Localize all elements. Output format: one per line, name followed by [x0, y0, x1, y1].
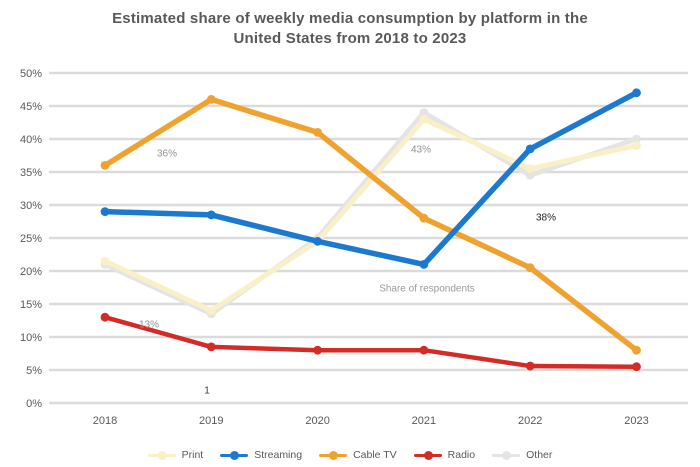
- series-point: [100, 207, 110, 217]
- legend-item-radio[interactable]: Radio: [413, 449, 476, 461]
- x-axis-category-label: 2019: [199, 415, 223, 427]
- legend-label: Print: [181, 449, 204, 461]
- series-point: [632, 345, 641, 355]
- legend-label: Other: [526, 449, 553, 461]
- y-axis-tick-label: 10%: [20, 332, 42, 344]
- series-point: [632, 88, 641, 98]
- series-point: [313, 127, 322, 137]
- chart-annotation: 38%: [535, 212, 557, 224]
- series-point: [206, 210, 216, 220]
- legend-line-marker-icon: [147, 450, 176, 460]
- chart-title-line1: Estimated share of weekly media consumpt…: [112, 10, 588, 27]
- series-point: [419, 213, 429, 223]
- legend-item-cable-tv[interactable]: Cable TV: [319, 449, 397, 461]
- series-point: [525, 361, 535, 371]
- series-point: [206, 95, 216, 104]
- y-axis-tick-label: 5%: [26, 365, 42, 377]
- y-axis-tick-label: 20%: [20, 266, 42, 278]
- series-point: [525, 263, 535, 273]
- legend-line-marker-icon: [319, 450, 348, 460]
- legend-label: Streaming: [254, 449, 303, 461]
- chart-annotation: 36%: [156, 148, 178, 160]
- legend-label: Cable TV: [353, 449, 397, 461]
- series-point: [313, 345, 322, 355]
- series-point: [525, 164, 535, 174]
- legend-item-other[interactable]: Other: [492, 449, 552, 461]
- chart-annotation: 43%: [410, 144, 432, 156]
- chart-title: Estimated share of weekly media consumpt…: [0, 9, 700, 49]
- x-axis-category-label: 2022: [518, 415, 542, 427]
- y-axis-tick-label: 45%: [20, 101, 42, 113]
- series-point: [525, 170, 535, 180]
- x-axis-category-label: 2021: [412, 415, 436, 427]
- x-axis-category-label: 2018: [93, 415, 117, 427]
- series-point: [100, 256, 110, 266]
- y-axis-tick-label: 35%: [20, 167, 42, 179]
- series-point: [525, 144, 535, 154]
- y-axis-tick-label: 40%: [20, 134, 42, 146]
- series-point: [206, 342, 216, 352]
- series-point: [632, 141, 641, 151]
- x-axis-category-label: 2023: [624, 415, 648, 427]
- y-axis-tick-label: 50%: [20, 68, 42, 80]
- series-line-cable-tv: [102, 96, 640, 353]
- y-axis-tick-label: 15%: [20, 299, 42, 311]
- legend-line-marker-icon: [413, 450, 442, 460]
- legend-item-print[interactable]: Print: [147, 449, 204, 461]
- series-point: [206, 306, 216, 315]
- series-point: [313, 236, 322, 246]
- chart-annotation: Share of respondents: [379, 283, 475, 295]
- series-point: [632, 362, 641, 372]
- legend-line-marker-icon: [220, 450, 249, 460]
- chart-title-line2: United States from 2018 to 2023: [233, 30, 467, 47]
- series-point: [100, 312, 110, 322]
- y-axis-tick-label: 30%: [20, 200, 42, 212]
- chart-legend: Print Streaming Cable TV Radio Other: [0, 449, 700, 461]
- x-axis-category-label: 2020: [305, 415, 329, 427]
- series-point: [419, 114, 429, 124]
- series-point: [419, 108, 429, 117]
- series-point: [632, 134, 641, 144]
- series-point: [100, 161, 110, 170]
- chart-annotation: 1: [204, 385, 210, 397]
- legend-label: Radio: [447, 449, 476, 461]
- legend-item-streaming[interactable]: Streaming: [220, 449, 302, 461]
- series-line-streaming: [102, 90, 640, 268]
- series-point: [419, 345, 429, 355]
- chart-annotation: 13%: [138, 319, 160, 331]
- legend-line-marker-icon: [492, 450, 521, 460]
- y-axis-tick-label: 25%: [20, 233, 42, 245]
- series-line-print: [102, 116, 639, 314]
- series-line-radio: [102, 314, 639, 369]
- series-point: [419, 260, 429, 269]
- y-axis-tick-label: 0%: [26, 398, 42, 410]
